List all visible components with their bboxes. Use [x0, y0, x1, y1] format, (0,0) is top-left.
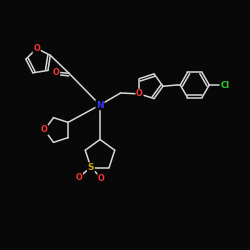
- Text: O: O: [53, 68, 60, 76]
- Text: N: N: [96, 100, 104, 110]
- Text: Cl: Cl: [220, 80, 229, 90]
- Text: O: O: [136, 90, 143, 98]
- Text: O: O: [41, 126, 48, 134]
- Text: O: O: [33, 44, 40, 53]
- Text: O: O: [76, 172, 82, 182]
- Text: O: O: [98, 174, 105, 182]
- Text: S: S: [88, 163, 94, 172]
